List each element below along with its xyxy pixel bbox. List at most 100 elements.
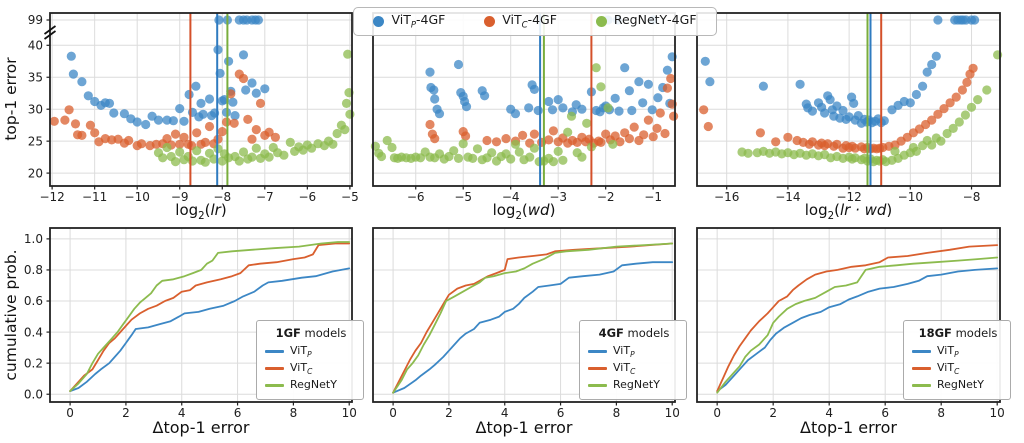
svg-text:10: 10 [665, 406, 680, 420]
xlabel-fn: log [492, 201, 516, 219]
legend-row-vitp: ViTP [265, 343, 357, 360]
vitp-line-icon [912, 350, 931, 353]
svg-text:2: 2 [122, 406, 130, 420]
x-axis-label-log2lr: log2(lr) [175, 201, 227, 222]
svg-text:−12: −12 [39, 190, 64, 204]
svg-text:10: 10 [990, 406, 1005, 420]
y-axis-label-cumulative-prob: cumulative prob. [2, 249, 20, 381]
vitc-line-icon [588, 367, 607, 370]
svg-text:−16: −16 [714, 190, 739, 204]
legend-title: 18GF models [918, 326, 998, 340]
legend-label: ViTC-4GF [502, 12, 557, 31]
regnety-dot-icon [595, 16, 607, 27]
svg-text:35: 35 [28, 70, 43, 84]
legend-row-regnety: RegNetY [588, 377, 680, 394]
svg-text:6: 6 [557, 406, 565, 420]
svg-text:2: 2 [769, 406, 777, 420]
svg-text:0.6: 0.6 [24, 294, 43, 308]
legend-label: ViTP-4GF [391, 12, 446, 31]
legend-title: 1GF models [275, 326, 347, 340]
vitc-dot-icon [484, 16, 496, 27]
svg-text:0: 0 [713, 406, 721, 420]
xlabel-arg: lr · wd [839, 201, 887, 219]
svg-text:10: 10 [342, 406, 357, 420]
x-axis-label-delta-top1-error: Δtop-1 error [800, 418, 897, 437]
svg-text:−7: −7 [256, 190, 274, 204]
svg-text:−12: −12 [836, 190, 861, 204]
vitp-line-icon [265, 350, 284, 353]
svg-text:1.0: 1.0 [24, 232, 43, 246]
svg-text:4: 4 [501, 406, 509, 420]
svg-text:0: 0 [66, 406, 74, 420]
xlabel-sub: 2 [515, 211, 522, 222]
svg-text:−3: −3 [549, 190, 567, 204]
legend-entry-vitp-4gf: ViTP-4GF [373, 12, 445, 31]
legend-1gf-models: 1GF models ViTP ViTC RegNetY [256, 320, 364, 400]
svg-text:0.4: 0.4 [24, 325, 43, 339]
svg-text:99: 99 [28, 13, 43, 27]
xlabel-arg: wd [527, 201, 550, 219]
scatter-log2lr-panel: −12 −11 −10 −9 −8 −7 −6 −5 99 40 35 30 25 20 [28, 12, 359, 204]
vitc-line-icon [912, 367, 931, 370]
legend-entry-regnety-4gf: RegNetY-4GF [595, 12, 697, 31]
svg-text:0.8: 0.8 [24, 263, 43, 277]
legend-row-vitc: ViTC [912, 360, 1004, 377]
legend-row-vitc: ViTC [265, 360, 357, 377]
x-axis-label-delta-top1-error: Δtop-1 error [475, 418, 573, 437]
svg-text:−10: −10 [125, 190, 150, 204]
legend-row-vitp: ViTP [912, 343, 1004, 360]
legend-entry-vitc-4gf: ViTC-4GF [484, 12, 557, 31]
svg-text:40: 40 [28, 39, 43, 53]
svg-text:8: 8 [290, 406, 298, 420]
svg-text:30: 30 [28, 102, 43, 116]
vitp-line-icon [588, 350, 607, 353]
legend-row-regnety: RegNetY [265, 377, 357, 394]
svg-text:−5: −5 [454, 190, 472, 204]
svg-text:−5: −5 [341, 190, 359, 204]
svg-text:−2: −2 [597, 190, 615, 204]
svg-text:25: 25 [28, 134, 43, 148]
xlabel-fn: log [175, 201, 199, 219]
x-axis-label-log2wd: log2(wd) [492, 201, 556, 222]
xlabel-sub: 2 [827, 211, 835, 222]
scatter-log2wd-panel: −6 −5 −4 −3 −2 −1 [370, 12, 679, 204]
regnety-line-icon [912, 384, 931, 387]
svg-text:8: 8 [613, 406, 621, 420]
y-axis-label-top1-error: top-1 error [2, 57, 20, 141]
legend-title: 4GF models [598, 326, 670, 340]
svg-text:−14: −14 [775, 190, 800, 204]
xlabel-fn: log [804, 201, 828, 219]
legend-row-vitc: ViTC [588, 360, 680, 377]
svg-text:−9: −9 [171, 190, 189, 204]
legend-row-regnety: RegNetY [912, 377, 1004, 394]
svg-text:−10: −10 [898, 190, 923, 204]
xlabel-arg: lr [210, 201, 221, 219]
svg-text:4: 4 [178, 406, 186, 420]
vitp-dot-icon [373, 16, 385, 27]
x-axis-label-delta-top1-error: Δtop-1 error [152, 418, 250, 437]
vitc-line-icon [265, 367, 284, 370]
svg-text:−6: −6 [407, 190, 425, 204]
xlabel-sub: 2 [198, 211, 205, 222]
svg-text:0.0: 0.0 [24, 387, 43, 401]
svg-text:−11: −11 [82, 190, 107, 204]
svg-text:0.2: 0.2 [24, 356, 43, 370]
svg-text:2: 2 [445, 406, 453, 420]
regnety-line-icon [265, 384, 284, 387]
legend-row-vitp: ViTP [588, 343, 680, 360]
svg-text:−4: −4 [502, 190, 520, 204]
svg-text:4: 4 [825, 406, 833, 420]
svg-text:8: 8 [937, 406, 945, 420]
legend-18gf-models: 18GF models ViTP ViTC RegNetY [903, 320, 1011, 400]
svg-text:−8: −8 [963, 190, 981, 204]
svg-text:−6: −6 [298, 190, 316, 204]
legend-4gf-models: 4GF models ViTP ViTC RegNetY [579, 320, 687, 400]
svg-text:−1: −1 [644, 190, 662, 204]
regnety-line-icon [588, 384, 607, 387]
svg-text:0: 0 [389, 406, 397, 420]
svg-text:6: 6 [234, 406, 242, 420]
svg-text:−8: −8 [213, 190, 231, 204]
scatter-log2lrwd-panel: −16 −14 −12 −10 −8 [696, 12, 1003, 204]
svg-text:20: 20 [28, 166, 43, 180]
